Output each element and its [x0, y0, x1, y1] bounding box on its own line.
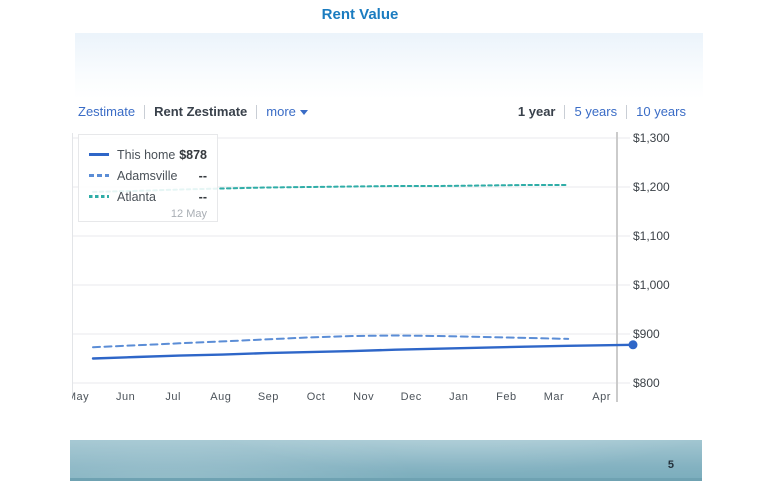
atlanta-line-swatch	[89, 195, 109, 198]
legend-date: 12 May	[170, 208, 207, 220]
x-axis-label: Sep	[257, 391, 279, 403]
x-axis-label: Dec	[400, 391, 422, 403]
x-axis-label: Jul	[165, 391, 181, 403]
hero-background-strip	[75, 33, 703, 99]
page-title: Rent Value	[321, 6, 399, 23]
tab-5-years[interactable]: 5 years	[574, 104, 618, 119]
x-axis-label: May	[72, 391, 90, 403]
legend-label: Adamsville	[117, 168, 178, 183]
current-value-dot	[628, 340, 638, 350]
footer-wave-band: 5	[70, 440, 702, 481]
legend-value: --	[198, 168, 207, 183]
x-axis-label: Jun	[115, 391, 136, 403]
tab-rent-zestimate[interactable]: Rent Zestimate	[154, 104, 248, 119]
y-axis-labels: $800 $900 $1,000 $1,100 $1,200 $1,300	[633, 0, 693, 420]
y-axis-label: $1,200	[633, 180, 670, 194]
x-axis-labels: May Jun Jul Aug Sep Oct Nov Dec Jan Feb Mar Apr	[72, 391, 630, 407]
more-dropdown[interactable]: more	[266, 104, 308, 119]
y-axis-label: $1,100	[633, 229, 670, 243]
tab-zestimate[interactable]: Zestimate	[78, 104, 136, 119]
chart-toolbar: Zestimate Rent Zestimate more 1 year 5 y…	[78, 104, 686, 124]
legend-value: --	[198, 189, 207, 204]
chevron-down-icon	[299, 110, 308, 116]
x-axis-label: Aug	[210, 391, 232, 403]
divider	[564, 104, 566, 119]
legend-value: $878	[179, 147, 207, 162]
divider	[626, 104, 628, 119]
divider	[256, 104, 258, 119]
y-axis-label: $1,000	[633, 278, 670, 292]
x-axis-label: Feb	[496, 391, 517, 403]
legend-label: This home	[117, 147, 176, 162]
legend-row-atlanta: Atlanta --	[89, 186, 207, 207]
x-axis-label: Jan	[449, 391, 469, 403]
page-number: 5	[667, 459, 674, 471]
legend-row-this-home: This home $878	[89, 144, 207, 165]
legend-label: Atlanta	[117, 189, 156, 204]
range-tabs: 1 year 5 years 10 years	[518, 104, 686, 119]
y-axis-label: $800	[633, 376, 660, 390]
divider	[144, 104, 146, 119]
y-axis-label: $900	[633, 327, 660, 341]
metric-tabs: Zestimate Rent Zestimate more	[78, 104, 308, 119]
this-home-line-swatch	[89, 153, 109, 156]
x-axis-label: Nov	[353, 391, 375, 403]
legend-row-adamsville: Adamsville --	[89, 165, 207, 186]
chart-legend: This home $878 Adamsville -- Atlanta -- …	[78, 134, 218, 222]
tab-10-years[interactable]: 10 years	[636, 104, 686, 119]
adamsville-line-swatch	[89, 174, 109, 177]
x-axis-label: Oct	[306, 391, 326, 403]
x-axis-label: Apr	[592, 391, 611, 403]
more-label: more	[266, 104, 296, 119]
x-axis-label: Mar	[543, 391, 565, 403]
tab-1-year[interactable]: 1 year	[517, 104, 556, 119]
y-axis-label: $1,300	[633, 131, 670, 145]
